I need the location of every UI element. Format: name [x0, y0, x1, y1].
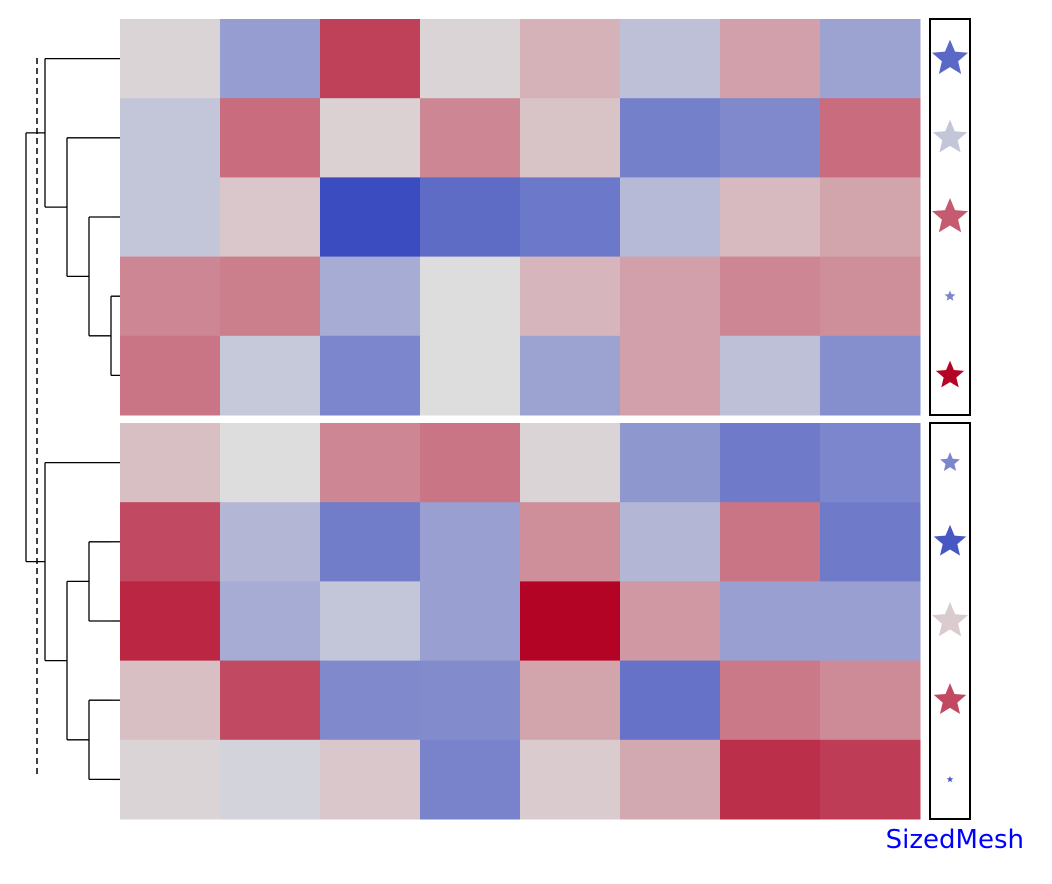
heatmap-cell	[120, 502, 221, 582]
heatmap-cell	[320, 335, 421, 416]
heatmap-cell	[520, 256, 621, 337]
star-marker	[931, 602, 969, 637]
heatmap-cell	[720, 739, 821, 820]
heatmap-cell	[320, 423, 421, 503]
heatmap-cell	[820, 660, 921, 741]
heatmap-cell	[620, 739, 721, 820]
heatmap-cell	[620, 19, 721, 99]
heatmap-cell	[320, 256, 421, 337]
heatmap-cell	[220, 335, 321, 416]
heatmap-cell	[620, 581, 721, 662]
heatmap-cell	[120, 660, 221, 741]
star-marker	[931, 198, 969, 233]
side-label: SizedMesh	[885, 825, 1024, 855]
heatmap-cell	[320, 98, 421, 178]
heatmap-cell	[720, 581, 821, 662]
heatmap-cell	[720, 660, 821, 741]
heatmap-cell	[220, 98, 321, 178]
heatmap-cell	[520, 98, 621, 178]
star-marker	[933, 683, 967, 715]
heatmap-cell	[220, 423, 321, 503]
star-marker	[944, 290, 956, 301]
heatmap-cell	[420, 502, 521, 582]
heatmap-cell	[120, 98, 221, 178]
heatmap-cell	[820, 256, 921, 337]
star-marker	[933, 524, 967, 556]
heatmap-cell	[120, 739, 221, 820]
heatmap-cell	[120, 335, 221, 416]
heatmap-cell	[620, 423, 721, 503]
heatmap-cell	[320, 581, 421, 662]
star-marker	[935, 360, 965, 388]
heatmap-cell	[820, 19, 921, 99]
heatmap-cell	[520, 581, 621, 662]
heatmap-cell	[520, 423, 621, 503]
star-marker	[931, 39, 969, 74]
heatmap-cell	[720, 256, 821, 337]
heatmap-cell	[620, 335, 721, 416]
heatmap-cell	[420, 423, 521, 503]
heatmap-cell	[320, 739, 421, 820]
heatmap-cell	[620, 98, 721, 178]
heatmap-cell	[220, 256, 321, 337]
heatmap-cell	[620, 177, 721, 258]
heatmap-cell	[220, 177, 321, 258]
marker-column-frame	[929, 422, 971, 820]
heatmap-cell	[120, 423, 221, 503]
star-marker	[946, 775, 954, 783]
heatmap-cell	[520, 335, 621, 416]
heatmap-cell	[320, 502, 421, 582]
marker-column-frame	[929, 18, 971, 416]
heatmap-cell	[820, 335, 921, 416]
heatmap-cell	[720, 177, 821, 258]
heatmap-cell	[220, 660, 321, 741]
heatmap-grid	[120, 19, 921, 820]
heatmap-cell	[120, 256, 221, 337]
marker-annotation-column	[929, 18, 971, 820]
heatmap-cell	[120, 177, 221, 258]
heatmap-cell	[320, 660, 421, 741]
heatmap-cell	[820, 177, 921, 258]
heatmap-cell	[220, 739, 321, 820]
heatmap-cell	[420, 256, 521, 337]
heatmap-cell	[520, 739, 621, 820]
heatmap-cell	[820, 581, 921, 662]
heatmap-cell	[720, 19, 821, 99]
heatmap-cell	[520, 177, 621, 258]
heatmap-cell	[520, 660, 621, 741]
heatmap-cell	[320, 19, 421, 99]
star-marker	[940, 452, 960, 472]
heatmap-cell	[420, 581, 521, 662]
heatmap-cell	[720, 423, 821, 503]
heatmap-cell	[420, 739, 521, 820]
heatmap-cell	[120, 19, 221, 99]
heatmap-cell	[220, 581, 321, 662]
heatmap-cell	[820, 98, 921, 178]
heatmap-cell	[720, 98, 821, 178]
star-marker	[932, 119, 968, 153]
heatmap-cell	[820, 423, 921, 503]
heatmap-cell	[720, 502, 821, 582]
heatmap-cell	[520, 19, 621, 99]
row-dendrogram	[25, 57, 133, 781]
heatmap-cell	[320, 177, 421, 258]
heatmap-cell	[120, 581, 221, 662]
heatmap-cell	[420, 335, 521, 416]
heatmap-cell	[420, 98, 521, 178]
heatmap-cell	[420, 660, 521, 741]
heatmap-cell	[720, 335, 821, 416]
heatmap-cell	[420, 19, 521, 99]
heatmap-cell	[220, 502, 321, 582]
heatmap-cell	[620, 660, 721, 741]
heatmap-cell	[620, 502, 721, 582]
heatmap-cell	[520, 502, 621, 582]
heatmap-cell	[420, 177, 521, 258]
heatmap-cell	[620, 256, 721, 337]
heatmap-cell	[820, 739, 921, 820]
heatmap-cell	[220, 19, 321, 99]
heatmap-cell	[820, 502, 921, 582]
